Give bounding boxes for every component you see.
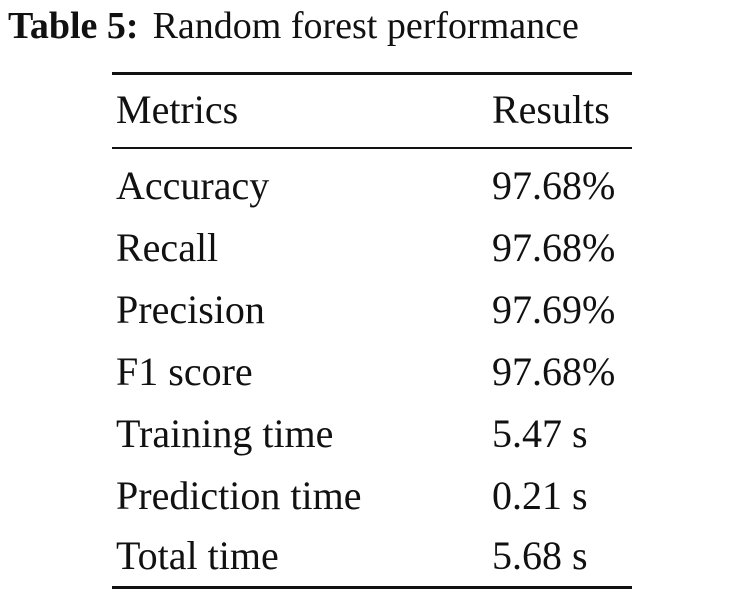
- row-precision-result: 97.69%: [492, 287, 616, 332]
- row-training-time-metric: Training time: [116, 411, 334, 456]
- row-f1-score-result: 97.68%: [492, 349, 616, 394]
- table-caption-title: Random forest performance: [152, 5, 579, 47]
- row-total-time-result: 5.68 s: [492, 533, 588, 578]
- row-prediction-time-metric: Prediction time: [116, 473, 362, 518]
- header-results: Results: [492, 87, 610, 132]
- table-top-rule: [112, 72, 632, 75]
- table-header-rule: [112, 147, 632, 149]
- table-caption: Table 5: Random forest performance: [8, 4, 733, 48]
- row-recall-metric: Recall: [116, 225, 219, 270]
- table-caption-label: Table 5:: [8, 5, 139, 47]
- table-bottom-rule: [112, 586, 632, 589]
- row-f1-score-metric: F1 score: [116, 349, 253, 394]
- row-accuracy-result: 97.68%: [492, 163, 616, 208]
- row-training-time-result: 5.47 s: [492, 411, 588, 456]
- row-recall-result: 97.68%: [492, 225, 616, 270]
- row-total-time-metric: Total time: [116, 533, 279, 578]
- row-accuracy-metric: Accuracy: [116, 163, 270, 208]
- row-precision-metric: Precision: [116, 287, 265, 332]
- row-prediction-time-result: 0.21 s: [492, 473, 588, 518]
- header-metrics: Metrics: [116, 87, 239, 132]
